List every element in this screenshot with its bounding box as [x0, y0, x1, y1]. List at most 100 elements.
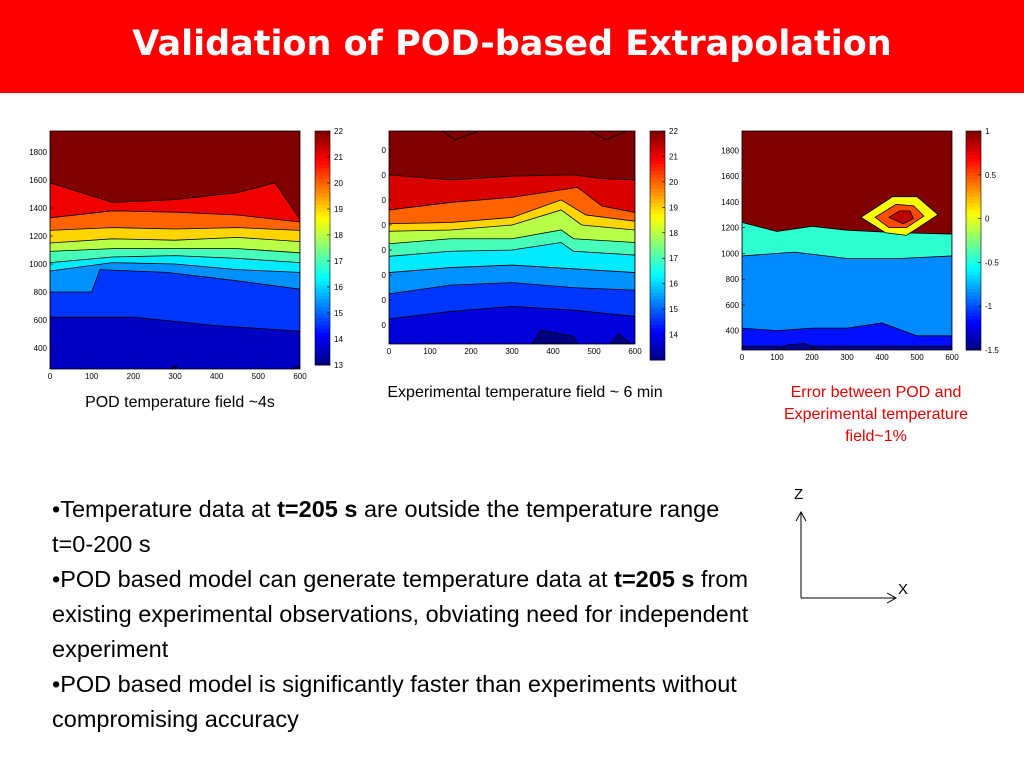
y-tick-label: 0: [382, 321, 387, 330]
z-arrow-head: [795, 510, 807, 522]
colorbar-tick-label: 15: [669, 305, 678, 314]
colorbar-segment: [315, 251, 330, 256]
colorbar-segment: [966, 291, 981, 296]
colorbar-tick-label: 19: [669, 203, 678, 212]
colorbar: -1.5 -1 -0.5 0 0.5 1: [965, 127, 999, 355]
colorbar-segment: [315, 328, 330, 333]
colorbar-segment: [650, 338, 665, 343]
colorbar-segment: [966, 250, 981, 255]
colorbar-segment: [966, 332, 981, 337]
contour-blob-3: [532, 329, 579, 344]
contour-blob-2: [589, 131, 627, 141]
colorbar-segment: [315, 229, 330, 234]
x-tick-label: 100: [423, 347, 437, 356]
z-axis-label: Z: [794, 486, 804, 503]
colorbar-segment: [315, 196, 330, 201]
colorbar-segment: [315, 182, 330, 187]
colorbar-segment: [650, 141, 665, 146]
y-tick-label: 1200: [29, 232, 47, 241]
colorbar-segment: [966, 226, 981, 231]
colorbar-segment: [650, 231, 665, 236]
colorbar-tick-label: 20: [334, 179, 343, 188]
colorbar-segment: [966, 298, 981, 303]
colorbar-segment: [315, 258, 330, 264]
colorbar-segment: [315, 350, 330, 355]
colorbar-segment: [966, 312, 981, 317]
colorbar-tick-label: 17: [669, 254, 678, 263]
colorbar-segment: [966, 168, 981, 173]
colorbar-segment: [315, 160, 330, 165]
colorbar-segment: [650, 188, 665, 193]
colorbar-segment: [650, 263, 665, 268]
y-tick-label: 0: [382, 271, 387, 280]
colorbar-segment: [315, 218, 330, 223]
colorbar-segment: [650, 202, 665, 207]
y-tick-label: 1800: [29, 148, 47, 157]
colorbar-segment: [966, 305, 981, 310]
colorbar-segment: [315, 273, 330, 278]
y-tick-label: 0: [382, 171, 387, 180]
contour-blob-1: [779, 343, 820, 350]
experimental-caption: Experimental temperature field ~ 6 min: [387, 384, 663, 401]
y-tick-label: 0: [382, 196, 387, 205]
x-tick-label: 200: [805, 353, 819, 362]
y-tick-label: 0: [382, 146, 387, 155]
colorbar-segment: [650, 184, 665, 189]
colorbar-segment: [315, 248, 330, 253]
colorbar-segment: [966, 278, 981, 283]
colorbar-segment: [650, 234, 665, 239]
colorbar-segment: [650, 266, 665, 272]
x-axis-label: X: [898, 581, 909, 598]
colorbar-segment: [966, 264, 981, 269]
colorbar-segment: [966, 346, 981, 351]
colorbar-segment: [966, 315, 981, 320]
colorbar-segment: [650, 313, 665, 318]
colorbar-segment: [650, 198, 665, 204]
x-tick-label: 100: [770, 353, 784, 362]
colorbar-segment: [315, 215, 330, 220]
colorbar-segment: [315, 226, 330, 231]
colorbar-segment: [315, 346, 330, 351]
colorbar-segment: [315, 354, 330, 359]
x-tick-label: 300: [168, 372, 182, 381]
colorbar-segment: [650, 213, 665, 218]
colorbar-segment: [315, 138, 330, 143]
colorbar-segment: [315, 189, 330, 194]
colorbar-segment: [315, 174, 330, 180]
contour-plots: 0 100 200 300 400 500 600400600800100012001400…: [29, 127, 999, 381]
colorbar-segment: [966, 141, 981, 146]
colorbar-tick-label: 14: [334, 335, 343, 344]
colorbar-segment: [315, 200, 330, 205]
colorbar-tick-label: 17: [334, 257, 343, 266]
y-tick-label: 1600: [721, 172, 739, 181]
contour-plot-3: 0 100 200 300 400 500 600 400 600 800 1000 1200 1400…: [721, 127, 999, 362]
colorbar-segment: [315, 313, 330, 318]
colorbar-segment: [315, 244, 330, 249]
colorbar-segment: [650, 270, 665, 275]
colorbar-segment: [650, 331, 665, 336]
colorbar-segment: [650, 281, 665, 286]
x-tick-label: 100: [85, 372, 99, 381]
colorbar-segment: [315, 343, 330, 348]
colorbar-segment: [650, 148, 665, 153]
colorbar-segment: [315, 233, 330, 238]
colorbar-segment: [650, 356, 665, 361]
y-tick-label: 600: [34, 316, 48, 325]
colorbar-segment: [966, 202, 981, 207]
colorbar-segment: [966, 178, 981, 183]
colorbar-segment: [966, 302, 981, 307]
colorbar-segment: [650, 163, 665, 168]
colorbar-segment: [650, 327, 665, 332]
x-tick-label: 600: [293, 372, 307, 381]
colorbar-tick-label: -1.5: [985, 346, 999, 355]
y-tick-label: 1400: [721, 198, 739, 207]
colorbar-segment: [966, 223, 981, 228]
colorbar-tick-label: 21: [669, 152, 678, 161]
colorbar-segment: [315, 357, 330, 362]
y-tick-label: 1000: [721, 249, 739, 258]
colorbar-segment: [315, 145, 330, 150]
colorbar-segment: [650, 216, 665, 221]
colorbar-segment: [315, 156, 330, 161]
colorbar-segment: [315, 237, 330, 242]
colorbar-segment: [966, 185, 981, 190]
